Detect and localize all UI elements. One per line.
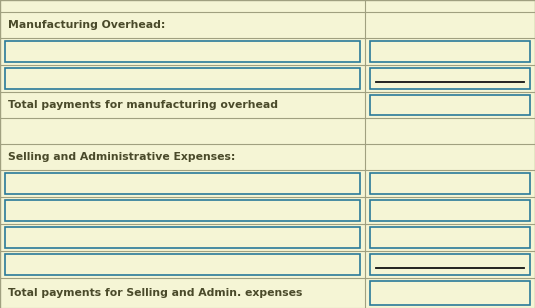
- FancyBboxPatch shape: [5, 200, 360, 221]
- FancyBboxPatch shape: [370, 281, 530, 305]
- FancyBboxPatch shape: [370, 254, 530, 275]
- FancyBboxPatch shape: [5, 68, 360, 89]
- Text: Manufacturing Overhead:: Manufacturing Overhead:: [8, 20, 165, 30]
- Text: Total payments for Selling and Admin. expenses: Total payments for Selling and Admin. ex…: [8, 288, 302, 298]
- FancyBboxPatch shape: [370, 227, 530, 248]
- Text: Selling and Administrative Expenses:: Selling and Administrative Expenses:: [8, 152, 235, 162]
- FancyBboxPatch shape: [370, 173, 530, 194]
- FancyBboxPatch shape: [370, 41, 530, 62]
- FancyBboxPatch shape: [5, 227, 360, 248]
- Text: Total payments for manufacturing overhead: Total payments for manufacturing overhea…: [8, 100, 278, 110]
- FancyBboxPatch shape: [5, 173, 360, 194]
- FancyBboxPatch shape: [370, 200, 530, 221]
- FancyBboxPatch shape: [5, 41, 360, 62]
- FancyBboxPatch shape: [5, 254, 360, 275]
- FancyBboxPatch shape: [370, 95, 530, 115]
- FancyBboxPatch shape: [370, 68, 530, 89]
